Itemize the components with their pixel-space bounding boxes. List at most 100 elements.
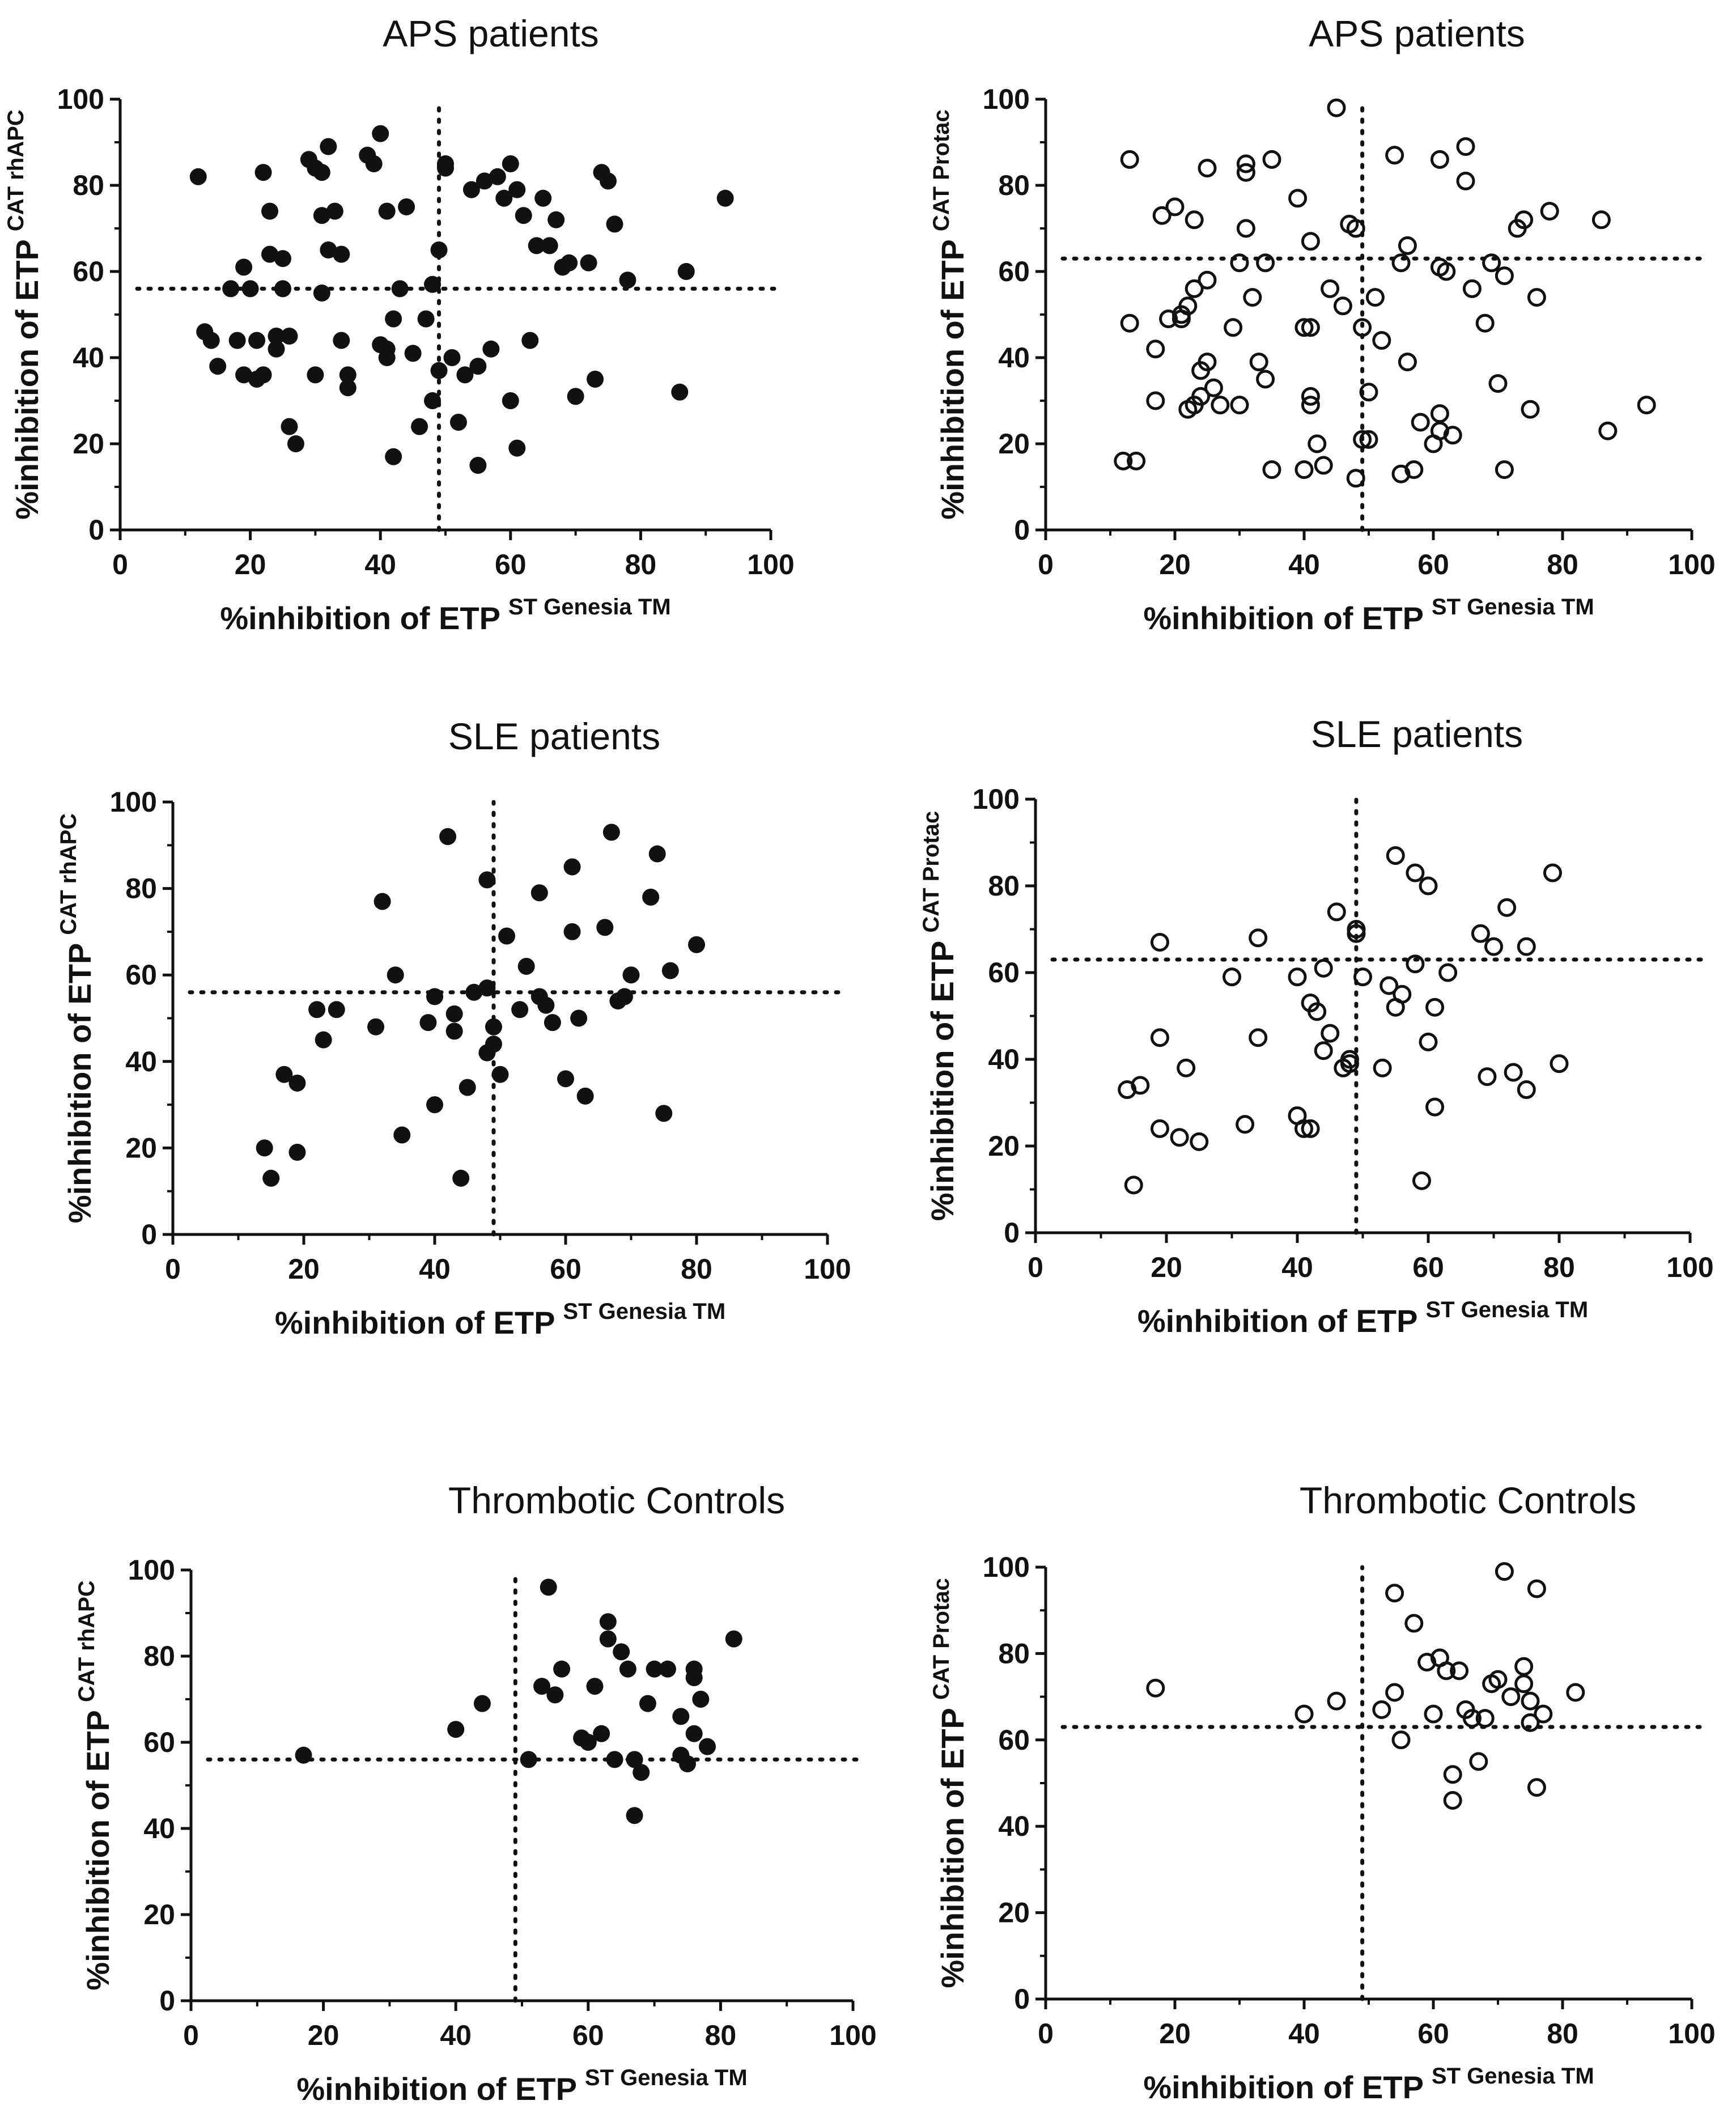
x-tick-label: 60 xyxy=(495,549,527,580)
data-point xyxy=(1398,236,1417,255)
data-point xyxy=(445,1005,463,1022)
data-point xyxy=(1372,1700,1391,1719)
y-tick-label: 60 xyxy=(998,256,1030,287)
x-tick-label: 100 xyxy=(829,2019,876,2051)
data-point xyxy=(365,155,383,172)
data-point xyxy=(1346,469,1365,488)
data-point xyxy=(1391,1730,1411,1750)
y-tick-label: 0 xyxy=(1004,1217,1020,1249)
data-point xyxy=(517,957,535,975)
data-point xyxy=(459,1079,476,1096)
data-point xyxy=(498,927,516,945)
panel-title: Thrombotic Controls xyxy=(1300,1479,1636,1521)
data-point xyxy=(449,414,467,431)
data-point xyxy=(1425,1097,1445,1117)
x-axis-label: %inhibition of ETP ST Genesia TM xyxy=(296,2065,747,2107)
y-axis-label-main: %inhibition of ETP xyxy=(924,941,960,1221)
data-point xyxy=(699,1738,716,1755)
data-point xyxy=(437,155,454,172)
data-point xyxy=(426,988,443,1005)
data-point xyxy=(1127,451,1146,470)
y-axis-label: %inhibition of ETP CAT rhAPC xyxy=(3,109,45,519)
data-point xyxy=(716,189,734,207)
data-point xyxy=(639,1695,656,1712)
x-axis-label-main: %inhibition of ETP xyxy=(296,2071,577,2107)
data-point xyxy=(688,936,705,953)
data-point xyxy=(1425,998,1445,1017)
x-tick-label: 80 xyxy=(1547,2018,1578,2049)
data-point xyxy=(1294,318,1314,337)
y-axis-label-main: %inhibition of ETP xyxy=(80,1710,116,1991)
data-point xyxy=(1359,430,1378,449)
panel-aps-rhapc: APS patients 0 20 40 60 80 100 0 20 40 60 80 100 %in… xyxy=(3,12,795,636)
data-point xyxy=(287,435,304,452)
data-point xyxy=(1236,1115,1255,1134)
data-point xyxy=(606,215,623,233)
data-point xyxy=(1527,1778,1546,1797)
data-point xyxy=(1262,150,1281,169)
data-point xyxy=(1236,154,1255,173)
data-point xyxy=(626,1751,643,1768)
y-tick-label: 80 xyxy=(125,873,157,905)
x-axis-label: %inhibition of ETP ST Genesia TM xyxy=(275,1299,725,1340)
data-point xyxy=(315,1031,332,1049)
y-axis-label-main: %inhibition of ETP xyxy=(935,239,970,520)
x-axis-label-superscript: ST Genesia TM xyxy=(1425,1297,1588,1322)
y-tick-label: 80 xyxy=(143,1640,175,1672)
data-point xyxy=(1404,1614,1424,1633)
data-point xyxy=(579,1734,597,1751)
y-tick-label: 60 xyxy=(125,959,157,991)
x-tick-label: 20 xyxy=(235,549,266,580)
y-axis-label: %inhibition of ETP CAT rhAPC xyxy=(74,1580,116,1990)
y-tick-label: 40 xyxy=(125,1046,157,1077)
x-tick-label: 100 xyxy=(1666,1251,1713,1283)
x-tick-label: 40 xyxy=(419,1253,451,1285)
data-point xyxy=(1301,318,1320,337)
y-axis-label-superscript: CAT Protac xyxy=(929,109,954,231)
x-tick-label: 20 xyxy=(308,2019,339,2051)
data-point xyxy=(521,332,539,349)
data-point xyxy=(1543,863,1562,882)
x-axis-label-superscript: ST Genesia TM xyxy=(563,1299,725,1324)
data-point xyxy=(1475,1709,1495,1728)
data-point xyxy=(1517,937,1536,956)
data-point xyxy=(1308,434,1327,453)
data-point xyxy=(281,418,298,435)
data-point xyxy=(1301,1119,1320,1138)
x-tick-label: 0 xyxy=(1028,1251,1043,1283)
data-point xyxy=(600,172,617,190)
y-tick-label: 100 xyxy=(110,786,157,818)
data-point xyxy=(1386,846,1405,865)
y-axis-label: %inhibition of ETP CAT rhAPC xyxy=(56,813,97,1223)
data-point xyxy=(1314,456,1333,475)
data-point xyxy=(593,1725,610,1742)
data-point xyxy=(1314,1041,1333,1060)
data-point xyxy=(1346,219,1365,238)
data-point xyxy=(275,1066,293,1083)
data-point xyxy=(679,1755,696,1772)
data-point xyxy=(661,962,679,979)
data-point xyxy=(262,1169,280,1187)
data-point xyxy=(1484,937,1503,956)
data-point xyxy=(473,1695,491,1712)
data-point xyxy=(1146,1678,1165,1698)
data-point xyxy=(295,1746,312,1764)
panel-title: APS patients xyxy=(1309,12,1525,54)
x-axis-label-superscript: ST Genesia TM xyxy=(1432,2064,1594,2089)
data-point xyxy=(1406,954,1425,974)
data-point xyxy=(235,366,253,384)
data-point xyxy=(1256,253,1275,273)
data-point xyxy=(417,310,435,328)
x-tick-label: 100 xyxy=(1668,549,1715,580)
data-point xyxy=(1294,460,1314,479)
data-point xyxy=(1373,1058,1392,1077)
data-point xyxy=(1430,404,1449,423)
data-point xyxy=(1327,1691,1346,1711)
data-point xyxy=(1353,967,1372,987)
data-point xyxy=(602,824,620,841)
data-point xyxy=(1294,1704,1314,1724)
y-axis-label-main: %inhibition of ETP xyxy=(62,943,97,1224)
data-point xyxy=(520,1751,537,1768)
y-tick-label: 100 xyxy=(973,783,1020,815)
y-tick-label: 60 xyxy=(143,1726,175,1758)
